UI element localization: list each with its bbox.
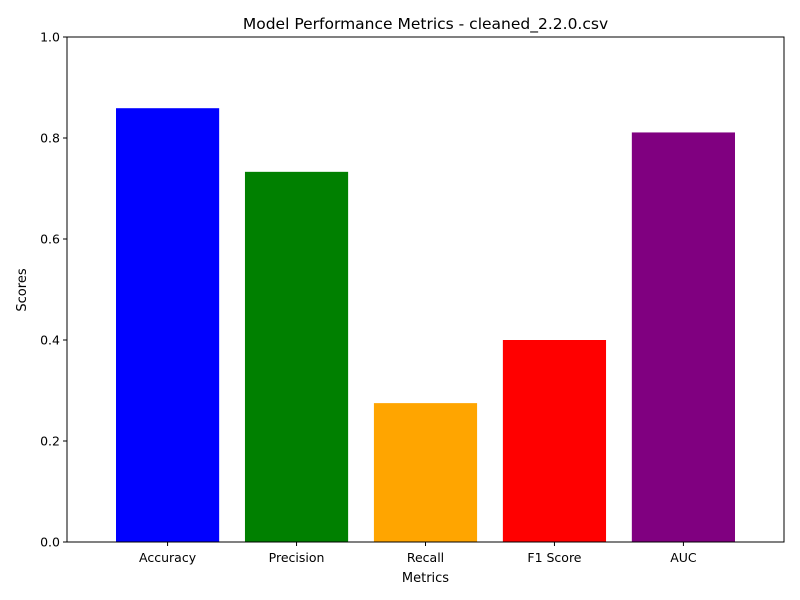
y-tick-label: 0.2 [40,434,60,449]
bars-layer [116,108,735,542]
x-tick-label: AUC [670,550,697,565]
x-tick-label: Accuracy [139,550,197,565]
bar-recall [373,403,478,542]
y-axis-label: Scores [15,268,30,311]
y-tick-label: 0.6 [40,232,60,247]
x-axis-label: Metrics [402,571,449,586]
x-tick-label: Precision [269,550,325,565]
chart-title: Model Performance Metrics - cleaned_2.2.… [243,15,608,34]
x-tick-label: F1 Score [527,550,581,565]
bar-accuracy [116,108,220,542]
y-tick-label: 0.0 [40,535,60,550]
x-tick-label: Recall [407,550,444,565]
bar-precision [244,171,349,542]
y-tick-label: 0.4 [40,333,60,348]
bar-f1-score [502,340,607,542]
axes-layer: 0.0 0.2 0.4 0.6 0.8 1.0 Accuracy Precision Recal… [40,30,785,565]
y-tick-label: 0.8 [40,131,60,146]
y-tick-label: 1.0 [40,30,60,45]
bar-auc [631,132,735,542]
